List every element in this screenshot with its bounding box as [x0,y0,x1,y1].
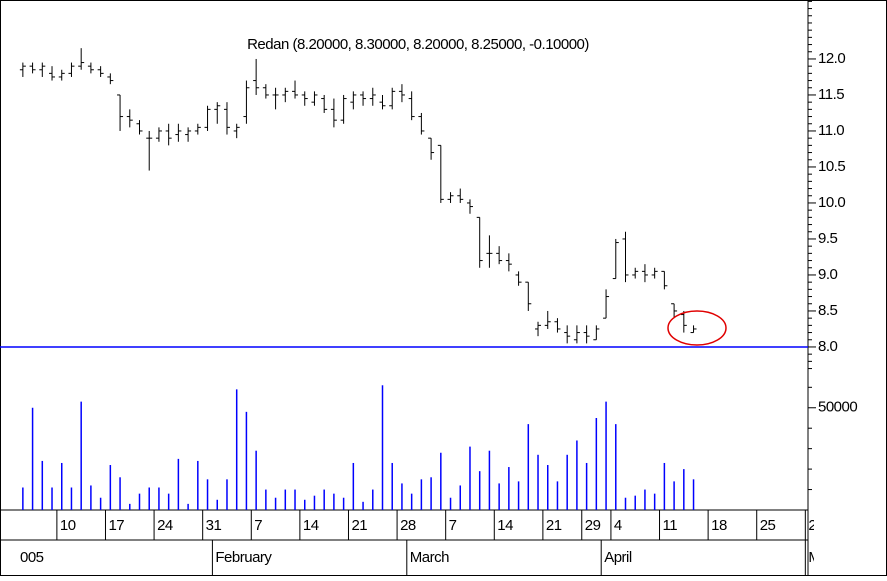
x-tick-label: 14 [497,517,513,534]
x-tick-label: 18 [711,517,727,534]
chart-title: Redan (8.20000, 8.30000, 8.20000, 8.2500… [247,36,589,53]
y-tick-label: 12.0 [818,50,845,67]
y-tick-label: 9.0 [818,266,838,283]
x-tick-label: 21 [351,517,367,534]
x-tick-label: 17 [108,517,124,534]
y-tick-label: 10.5 [818,158,845,175]
x-tick-label: 2 [808,517,816,534]
y-tick-label: 11.0 [818,122,844,139]
x-tick-label: 25 [760,517,776,534]
x-tick-label: 10 [60,517,76,534]
y-tick-label: 11.5 [818,86,844,103]
x-tick-label: 7 [449,517,457,534]
x-tick-label: 28 [400,517,416,534]
month-label: March [410,549,449,566]
month-label: 005 [20,549,44,566]
x-tick-label: 29 [585,517,601,534]
highlight-ellipse [667,310,727,346]
x-tick-label: 31 [206,517,222,534]
x-tick-label: 24 [157,517,173,534]
y-tick-label: 9.5 [818,230,838,247]
y-tick-label: 8.5 [818,302,838,319]
month-label: M [808,549,820,566]
x-tick-label: 21 [546,517,562,534]
x-tick-label: 4 [614,517,622,534]
x-tick-label: 7 [254,517,262,534]
x-tick-label: 14 [303,517,319,534]
y2-tick-label: 50000 [818,399,857,416]
y-tick-label: 10.0 [818,194,845,211]
x-tick-label: 11 [663,517,678,534]
month-label: February [215,549,272,566]
y-tick-label: 8.0 [818,338,838,355]
x-axis-labels: 10 17 24 31 7 14 21 28 7 14 21 29 4 11 18 25 2 005 Februar… [20,510,820,576]
month-label: April [604,549,632,566]
